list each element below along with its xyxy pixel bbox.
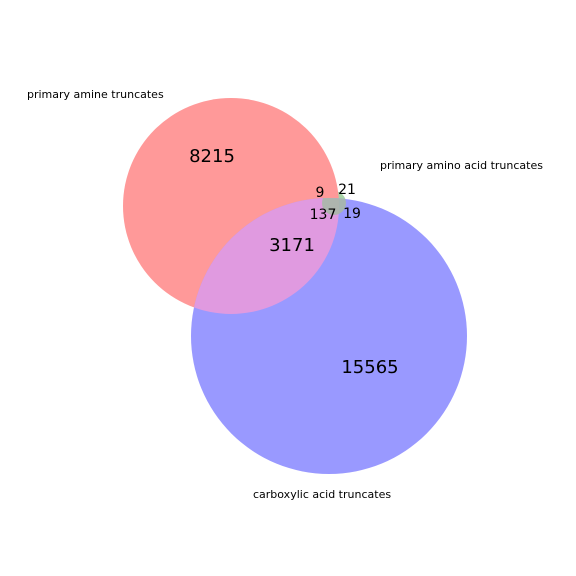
amino-acid-overlap-sliver xyxy=(322,198,346,215)
amine-amino-acid-count: 9 xyxy=(316,185,325,201)
carboxylic-amino-acid-count: 19 xyxy=(343,206,361,222)
triple-overlap-count: 137 xyxy=(310,207,337,223)
amino-acid-set-label: primary amino acid truncates xyxy=(380,159,543,172)
amine-set-label: primary amine truncates xyxy=(27,88,164,101)
amine-only-count: 8215 xyxy=(189,146,235,167)
carboxylic-set-label: carboxylic acid truncates xyxy=(253,488,391,501)
amine-carboxylic-overlap xyxy=(191,198,339,314)
amino-acid-only-count: 21 xyxy=(338,182,356,198)
amine-carboxylic-count: 3171 xyxy=(269,235,315,256)
carboxylic-only-count: 15565 xyxy=(341,357,398,378)
